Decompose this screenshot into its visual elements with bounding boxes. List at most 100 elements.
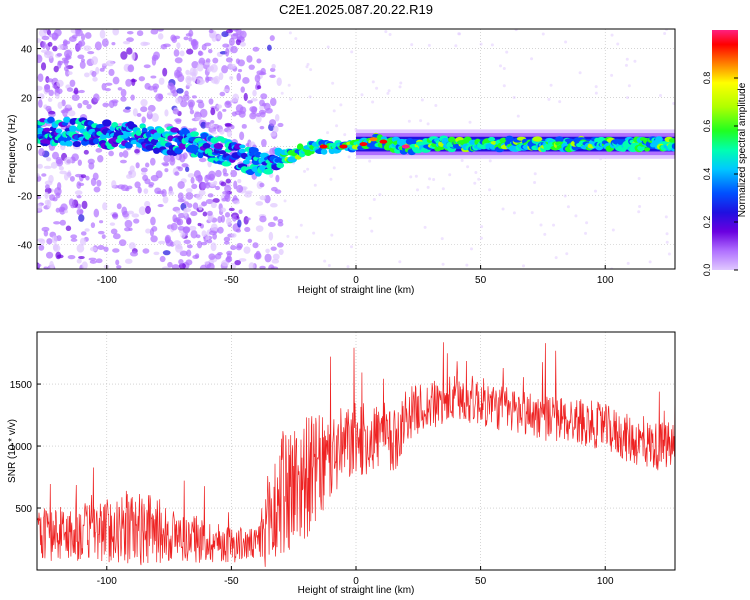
spectral-blob <box>185 259 193 266</box>
spectral-blob <box>45 251 54 259</box>
spectral-blob <box>230 45 238 54</box>
spectral-blob <box>252 89 257 97</box>
spectral-blob <box>42 127 52 132</box>
spectral-blob <box>213 75 220 85</box>
spectral-blob <box>112 212 119 220</box>
spectral-blob <box>255 112 262 117</box>
spectral-blob <box>237 59 245 67</box>
spectral-blob <box>115 259 120 266</box>
spectral-blob <box>238 148 246 154</box>
spectral-blob <box>177 198 185 203</box>
spectral-blob <box>200 181 206 190</box>
spectral-blob <box>99 67 105 72</box>
spectral-blob <box>37 203 43 212</box>
spectral-blob <box>306 167 310 171</box>
spectral-blob <box>387 89 391 93</box>
spectral-blob <box>80 33 86 41</box>
spectral-blob <box>371 80 375 84</box>
spectral-blob <box>305 65 309 69</box>
spectral-blob <box>221 31 229 38</box>
spectral-blob <box>135 129 142 136</box>
spectral-blob <box>185 166 190 172</box>
spectral-blob <box>78 255 85 260</box>
spectral-blob <box>426 122 430 126</box>
spectral-blob <box>97 154 104 163</box>
spectral-blob <box>183 208 188 217</box>
spectral-blob <box>143 188 149 195</box>
spectral-blob <box>150 216 156 226</box>
spectral-blob <box>44 184 50 189</box>
spectral-blob <box>558 100 562 104</box>
spectral-blob <box>488 159 492 163</box>
spectral-blob <box>41 226 50 232</box>
spectral-blob <box>117 184 126 190</box>
spectral-blob <box>230 262 237 269</box>
spectral-blob <box>225 178 232 184</box>
spectral-blob <box>67 254 76 260</box>
spectral-blob <box>157 93 164 100</box>
spectral-blob <box>490 43 494 47</box>
spectral-blob <box>205 75 210 83</box>
spectral-blob <box>182 94 190 101</box>
spectral-blob <box>242 77 250 84</box>
spectral-blob <box>189 109 195 115</box>
spectral-blob <box>512 96 516 100</box>
spectral-blob <box>46 78 54 83</box>
spectral-blob <box>253 252 262 260</box>
spectral-blob <box>74 173 83 178</box>
spectral-blob <box>141 171 147 176</box>
spectral-blob <box>37 54 43 64</box>
spectral-blob <box>156 190 165 195</box>
spectral-blob <box>86 104 92 110</box>
spectral-blob <box>38 244 45 251</box>
spectral-blob <box>306 62 310 66</box>
spectral-blob <box>167 92 174 96</box>
spectral-blob <box>188 101 194 111</box>
spectral-blob <box>329 177 333 181</box>
spectral-blob <box>185 188 193 193</box>
spectral-blob <box>125 78 132 87</box>
spectral-blob <box>138 206 147 216</box>
spectral-blob <box>129 79 137 83</box>
spectral-peak <box>359 142 368 147</box>
spectral-blob <box>164 168 169 173</box>
spectral-blob <box>326 131 330 135</box>
spectral-blob <box>129 165 135 173</box>
spectral-blob <box>552 223 556 227</box>
spectral-blob <box>55 128 63 134</box>
spectral-blob <box>236 184 244 193</box>
spectral-blob <box>465 263 469 267</box>
spectral-blob <box>101 38 109 47</box>
x-tick-label: 0 <box>353 576 359 587</box>
spectral-blob <box>269 97 277 107</box>
chart-title: C2E1.2025.087.20.22.R19 <box>279 2 433 17</box>
spectral-blob <box>156 29 164 32</box>
spectral-blob <box>275 174 280 183</box>
spectral-blob <box>52 243 59 251</box>
spectral-blob <box>77 41 83 48</box>
spectral-blob <box>532 136 543 142</box>
spectral-blob <box>260 93 268 100</box>
spectral-blob <box>399 81 403 85</box>
spectral-blob <box>37 263 42 268</box>
spectral-blob <box>51 32 58 41</box>
spectral-blob <box>637 210 641 214</box>
spectral-blob <box>148 184 154 188</box>
spectral-blob <box>174 171 180 176</box>
spectral-blob <box>237 69 243 73</box>
spectral-blob <box>65 69 70 77</box>
spectral-blob <box>638 204 642 208</box>
spectral-blob <box>130 251 139 257</box>
spectral-blob <box>94 41 102 51</box>
spectral-blob <box>76 243 85 253</box>
spectral-blob <box>323 259 327 263</box>
spectral-blob <box>91 56 99 65</box>
spectral-blob <box>164 109 169 117</box>
spectral-blob <box>474 171 478 175</box>
spectral-blob <box>633 59 637 63</box>
spectral-blob <box>180 232 186 239</box>
spectral-blob <box>59 219 66 226</box>
spectral-blob <box>254 74 261 83</box>
spectral-blob <box>190 230 198 239</box>
spectral-blob <box>194 116 202 121</box>
